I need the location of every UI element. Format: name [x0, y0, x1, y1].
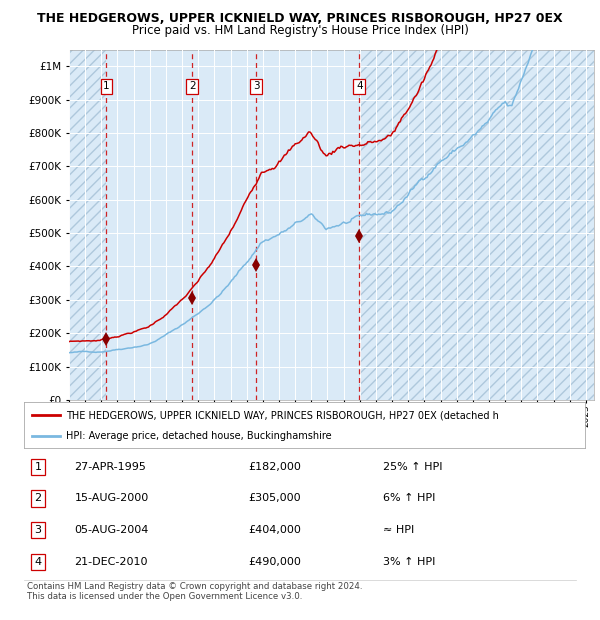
Text: Price paid vs. HM Land Registry's House Price Index (HPI): Price paid vs. HM Land Registry's House …	[131, 24, 469, 37]
Text: 1: 1	[103, 81, 110, 91]
Text: 3% ↑ HPI: 3% ↑ HPI	[383, 557, 436, 567]
Bar	[359, 50, 594, 400]
Text: Contains HM Land Registry data © Crown copyright and database right 2024.
This d: Contains HM Land Registry data © Crown c…	[27, 582, 362, 601]
Text: ≈ HPI: ≈ HPI	[383, 525, 414, 535]
Text: 2: 2	[34, 494, 41, 503]
Text: 3: 3	[253, 81, 260, 91]
Text: 27-APR-1995: 27-APR-1995	[74, 462, 146, 472]
Text: 1: 1	[35, 462, 41, 472]
Text: 2: 2	[189, 81, 196, 91]
Text: £404,000: £404,000	[248, 525, 301, 535]
Text: THE HEDGEROWS, UPPER ICKNIELD WAY, PRINCES RISBOROUGH, HP27 0EX (detached h: THE HEDGEROWS, UPPER ICKNIELD WAY, PRINC…	[66, 410, 499, 420]
Text: 4: 4	[356, 81, 362, 91]
Text: 15-AUG-2000: 15-AUG-2000	[74, 494, 149, 503]
Text: THE HEDGEROWS, UPPER ICKNIELD WAY, PRINCES RISBOROUGH, HP27 0EX: THE HEDGEROWS, UPPER ICKNIELD WAY, PRINC…	[37, 12, 563, 25]
Text: 21-DEC-2010: 21-DEC-2010	[74, 557, 148, 567]
Text: £490,000: £490,000	[248, 557, 301, 567]
Text: 25% ↑ HPI: 25% ↑ HPI	[383, 462, 443, 472]
Text: 05-AUG-2004: 05-AUG-2004	[74, 525, 149, 535]
Text: £182,000: £182,000	[248, 462, 301, 472]
Text: HPI: Average price, detached house, Buckinghamshire: HPI: Average price, detached house, Buck…	[66, 432, 332, 441]
Bar	[359, 50, 594, 400]
Bar	[69, 50, 106, 400]
Text: £305,000: £305,000	[248, 494, 301, 503]
Text: 6% ↑ HPI: 6% ↑ HPI	[383, 494, 436, 503]
Bar	[69, 50, 106, 400]
Text: 3: 3	[35, 525, 41, 535]
Text: 4: 4	[34, 557, 41, 567]
